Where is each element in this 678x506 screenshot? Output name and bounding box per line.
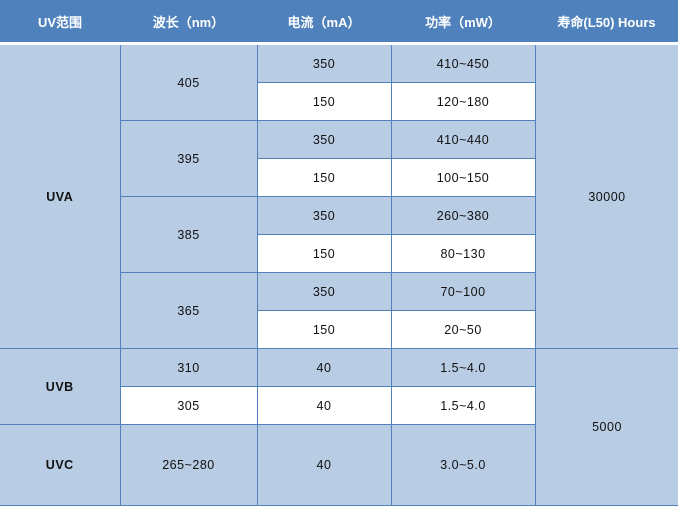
power-cell: 1.5~4.0 — [390, 348, 536, 387]
current-cell: 150 — [257, 234, 392, 273]
uva-lifetime: 30000 — [534, 45, 678, 349]
uva-label: UVA — [0, 45, 121, 349]
uvbc-lifetime: 5000 — [534, 348, 678, 506]
current-cell: 150 — [257, 158, 392, 197]
current-cell: 350 — [256, 120, 392, 159]
power-cell: 1.5~4.0 — [390, 386, 536, 425]
table-row: 150 20~50 — [0, 310, 678, 349]
wavelength-cell: 310 — [119, 348, 258, 387]
spec-table: UVA 405 350 410~450 30000 150 120~180 39… — [0, 45, 678, 506]
current-cell: 40 — [256, 386, 392, 425]
current-cell: 350 — [256, 272, 392, 311]
current-cell: 40 — [256, 348, 392, 387]
wavelength-cell: 365 — [120, 272, 258, 349]
table-row: 365 350 70~100 — [0, 272, 678, 349]
table-row: UVA 405 350 410~450 30000 — [0, 45, 678, 349]
wavelength-cell: 305 — [120, 386, 258, 425]
wavelength-cell: 385 — [120, 196, 258, 273]
uvb-label: UVB — [0, 348, 121, 425]
header-current: 电流（mA） — [287, 14, 361, 30]
table-row: UVB 310 40 1.5~4.0 5000 — [0, 348, 678, 506]
power-cell: 70~100 — [390, 272, 536, 311]
table-header: UV范围 波长（nm） 电流（mA） 功率（mW） 寿命(L50) Hours — [0, 0, 678, 42]
wavelength-cell: 265~280 — [119, 424, 258, 506]
power-cell: 120~180 — [390, 82, 536, 121]
wavelength-cell: 405 — [119, 45, 258, 121]
header-wavelength: 波长（nm） — [152, 14, 225, 30]
current-cell: 350 — [256, 45, 392, 83]
power-cell: 410~450 — [390, 45, 536, 83]
power-cell: 100~150 — [390, 158, 536, 197]
wavelength-cell: 395 — [120, 120, 258, 197]
power-cell: 260~380 — [390, 196, 536, 235]
table-row: 305 40 1.5~4.0 — [0, 386, 678, 425]
current-cell: 40 — [256, 424, 392, 506]
table-row: 150 100~150 — [0, 158, 678, 197]
power-cell: 3.0~5.0 — [390, 424, 536, 506]
current-cell: 150 — [257, 310, 392, 349]
table-row: 395 350 410~440 — [0, 120, 678, 197]
power-cell: 410~440 — [390, 120, 536, 159]
power-cell: 20~50 — [390, 310, 536, 349]
current-cell: 150 — [257, 82, 392, 121]
header-lifetime: 寿命(L50) Hours — [557, 14, 656, 30]
current-cell: 350 — [256, 196, 392, 235]
header-uv-range: UV范围 — [37, 14, 83, 30]
uvc-label: UVC — [0, 424, 121, 506]
table-row: 150 80~130 — [0, 234, 678, 273]
header-power: 功率（mW） — [425, 14, 501, 30]
power-cell: 80~130 — [390, 234, 536, 273]
table-row: UVC 265~280 40 3.0~5.0 — [0, 424, 678, 506]
